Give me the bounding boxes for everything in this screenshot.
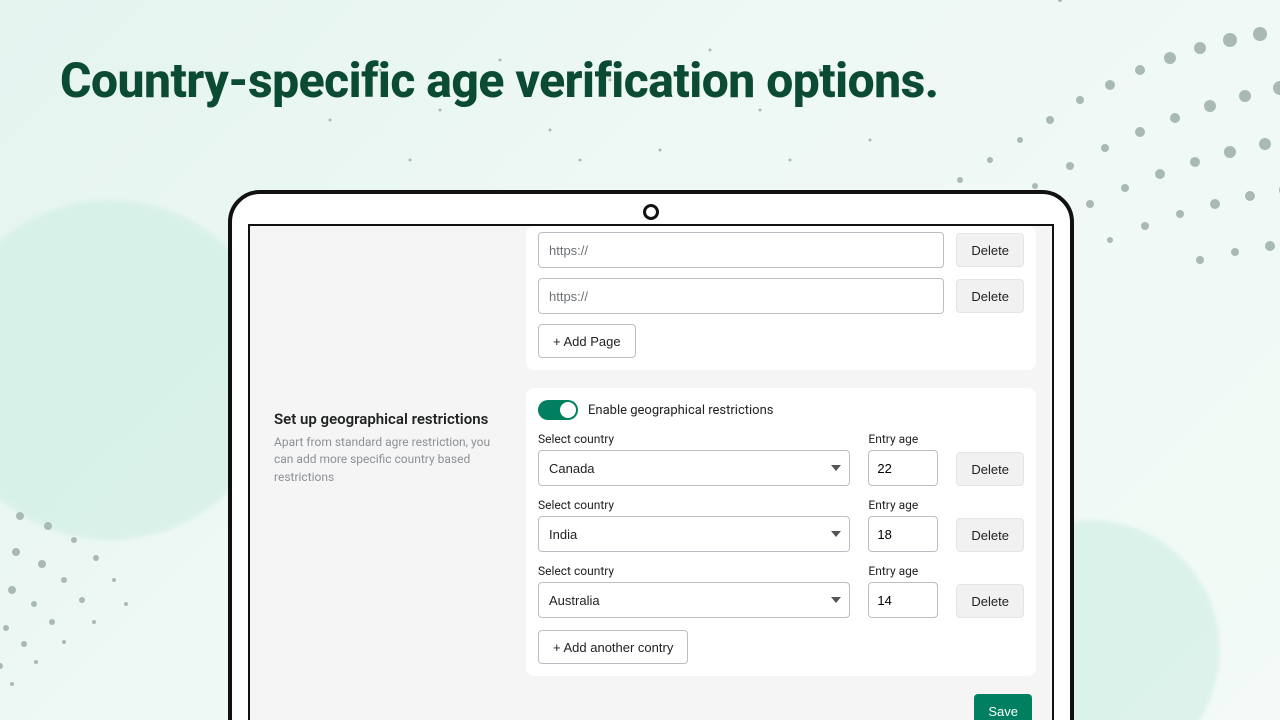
delete-geo-rule-button[interactable]: Delete xyxy=(956,584,1024,618)
delete-page-button[interactable]: Delete xyxy=(956,279,1024,313)
delete-page-button[interactable]: Delete xyxy=(956,233,1024,267)
geo-rule-row: Select country Australia Entry age Delet… xyxy=(538,564,1024,618)
promo-stage: Country-specific age verification option… xyxy=(0,0,1280,720)
laptop-screen: Set up geographical restrictions Apart f… xyxy=(248,224,1054,720)
country-select[interactable]: India xyxy=(538,516,850,552)
select-country-label: Select country xyxy=(538,432,850,446)
geo-section-title: Set up geographical restrictions xyxy=(274,410,502,428)
entry-age-label: Entry age xyxy=(868,432,938,446)
enable-geo-label: Enable geographical restrictions xyxy=(588,403,773,418)
country-select[interactable]: Australia xyxy=(538,582,850,618)
select-country-label: Select country xyxy=(538,498,850,512)
page-url-row: Delete xyxy=(538,278,1024,314)
entry-age-input[interactable] xyxy=(868,582,938,618)
page-url-input[interactable] xyxy=(538,278,944,314)
pages-card: Delete Delete + Add Page xyxy=(526,226,1036,370)
entry-age-label: Entry age xyxy=(868,498,938,512)
enable-geo-toggle[interactable] xyxy=(538,400,578,420)
page-url-input[interactable] xyxy=(538,232,944,268)
entry-age-input[interactable] xyxy=(868,450,938,486)
entry-age-label: Entry age xyxy=(868,564,938,578)
geo-restrictions-card: Enable geographical restrictions Select … xyxy=(526,388,1036,676)
geo-section-subtitle: Apart from standard agre restriction, yo… xyxy=(274,434,502,486)
entry-age-input[interactable] xyxy=(868,516,938,552)
geo-rule-row: Select country Canada Entry age Delete xyxy=(538,432,1024,486)
delete-geo-rule-button[interactable]: Delete xyxy=(956,518,1024,552)
page-url-row: Delete xyxy=(538,232,1024,268)
geo-rule-row: Select country India Entry age Delete xyxy=(538,498,1024,552)
save-button[interactable]: Save xyxy=(974,694,1032,720)
page-headline: Country-specific age verification option… xyxy=(60,52,939,109)
section-description: Set up geographical restrictions Apart f… xyxy=(274,226,502,720)
laptop-frame: Set up geographical restrictions Apart f… xyxy=(228,190,1074,720)
select-country-label: Select country xyxy=(538,564,850,578)
add-page-button[interactable]: + Add Page xyxy=(538,324,636,358)
country-select[interactable]: Canada xyxy=(538,450,850,486)
add-country-button[interactable]: + Add another contry xyxy=(538,630,688,664)
camera-icon xyxy=(643,204,659,220)
delete-geo-rule-button[interactable]: Delete xyxy=(956,452,1024,486)
